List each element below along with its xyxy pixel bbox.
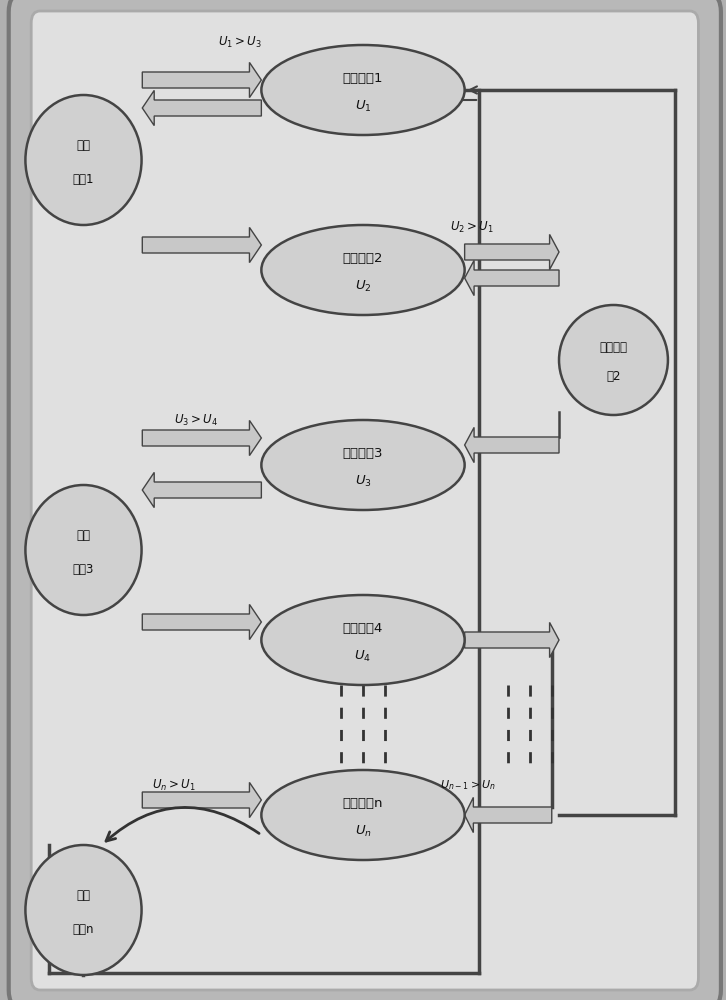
Text: 电池单体3: 电池单体3 <box>343 447 383 460</box>
Text: 均衡模块: 均衡模块 <box>600 341 627 354</box>
Text: 模块3: 模块3 <box>73 563 94 576</box>
Ellipse shape <box>261 45 465 135</box>
FancyArrow shape <box>142 90 261 126</box>
Text: 模块1: 模块1 <box>73 173 94 186</box>
FancyArrow shape <box>465 427 559 463</box>
Text: 均衡: 均衡 <box>76 529 91 542</box>
FancyArrow shape <box>142 227 261 263</box>
Text: 电池单体2: 电池单体2 <box>343 252 383 265</box>
FancyArrowPatch shape <box>47 872 73 945</box>
FancyArrowPatch shape <box>47 122 73 197</box>
Text: $U_n$: $U_n$ <box>354 824 372 839</box>
Ellipse shape <box>25 845 142 975</box>
Ellipse shape <box>261 595 465 685</box>
FancyArrow shape <box>142 604 261 640</box>
Text: $U_n>U_1$: $U_n>U_1$ <box>152 777 196 793</box>
FancyArrow shape <box>465 260 559 296</box>
Text: 电池单体n: 电池单体n <box>343 797 383 810</box>
Ellipse shape <box>261 770 465 860</box>
Text: $U_1$: $U_1$ <box>354 99 372 114</box>
FancyArrowPatch shape <box>106 807 259 841</box>
Text: 电池单体4: 电池单体4 <box>343 622 383 635</box>
Text: $U_2$: $U_2$ <box>355 279 371 294</box>
Text: $U_4$: $U_4$ <box>354 649 372 664</box>
FancyArrow shape <box>465 622 559 658</box>
Ellipse shape <box>25 95 142 225</box>
FancyBboxPatch shape <box>31 11 698 990</box>
Text: $U_1>U_3$: $U_1>U_3$ <box>218 34 261 50</box>
FancyArrow shape <box>142 420 261 456</box>
Ellipse shape <box>25 485 142 615</box>
Text: $U_2>U_1$: $U_2>U_1$ <box>450 219 494 235</box>
FancyArrow shape <box>142 472 261 508</box>
Text: 电池单体1: 电池单体1 <box>343 72 383 85</box>
FancyArrowPatch shape <box>47 512 73 587</box>
Text: 模块n: 模块n <box>73 923 94 936</box>
Text: $U_3>U_4$: $U_3>U_4$ <box>174 412 218 428</box>
Text: 均衡: 均衡 <box>76 889 91 902</box>
Text: $U_{n-1}>U_n$: $U_{n-1}>U_n$ <box>440 778 497 792</box>
Text: 均衡: 均衡 <box>76 139 91 152</box>
Text: 块2: 块2 <box>606 370 621 383</box>
FancyBboxPatch shape <box>9 0 721 1000</box>
Ellipse shape <box>261 225 465 315</box>
FancyArrow shape <box>465 234 559 270</box>
FancyArrow shape <box>142 62 261 98</box>
Text: $U_3$: $U_3$ <box>354 474 372 489</box>
Ellipse shape <box>559 305 668 415</box>
FancyArrow shape <box>465 797 552 833</box>
Ellipse shape <box>261 420 465 510</box>
FancyArrow shape <box>142 782 261 818</box>
